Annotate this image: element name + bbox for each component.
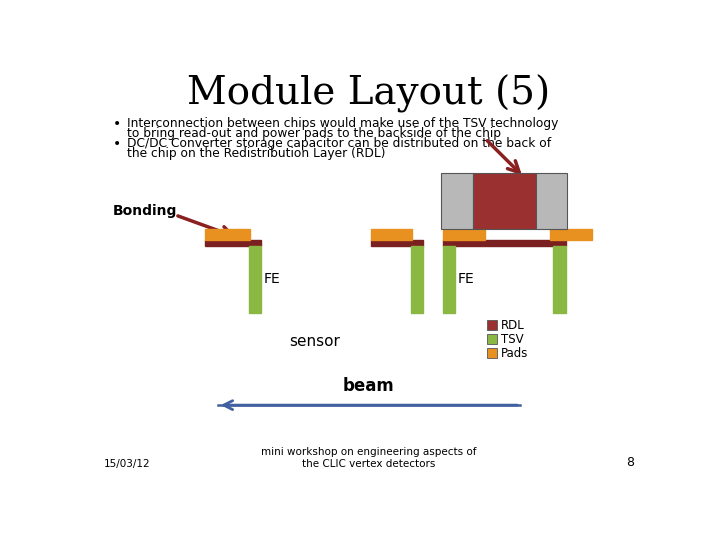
Text: FE: FE [457, 272, 474, 286]
Bar [204, 229, 250, 240]
Bar [472, 173, 536, 229]
Text: Bonding: Bonding [113, 204, 178, 218]
Text: 8: 8 [626, 456, 634, 469]
Text: the chip on the Redistribution Layer (RDL): the chip on the Redistribution Layer (RD… [127, 147, 386, 160]
Bar [536, 173, 567, 229]
Text: TSV: TSV [500, 333, 523, 346]
Text: 15/03/12: 15/03/12 [104, 459, 150, 469]
Text: •: • [113, 137, 122, 151]
Text: RDL: RDL [500, 319, 524, 332]
Bar [441, 173, 472, 229]
Bar [443, 229, 485, 240]
Text: •: • [113, 117, 122, 131]
Bar [411, 246, 423, 313]
Bar [554, 246, 566, 313]
Bar [487, 334, 497, 345]
Text: Pads: Pads [500, 347, 528, 360]
Bar [204, 240, 261, 246]
Text: sensor: sensor [289, 334, 340, 349]
Bar [443, 246, 455, 313]
Text: DC/DC Converter storage capacitor can be distributed on the back of: DC/DC Converter storage capacitor can be… [127, 137, 552, 150]
Text: mini workshop on engineering aspects of
the CLIC vertex detectors: mini workshop on engineering aspects of … [261, 448, 477, 469]
Text: Interconnection between chips would make use of the TSV technology: Interconnection between chips would make… [127, 117, 559, 130]
Bar [549, 229, 593, 240]
Bar [249, 246, 261, 313]
Bar [487, 320, 497, 330]
Bar [371, 229, 412, 240]
Bar [371, 240, 423, 246]
Text: Module Layout (5): Module Layout (5) [187, 75, 551, 113]
Text: to bring read-out and power pads to the backside of the chip: to bring read-out and power pads to the … [127, 127, 501, 140]
Bar [443, 240, 566, 246]
Text: beam: beam [343, 377, 395, 395]
Text: FE: FE [264, 272, 280, 286]
Bar [487, 348, 497, 358]
